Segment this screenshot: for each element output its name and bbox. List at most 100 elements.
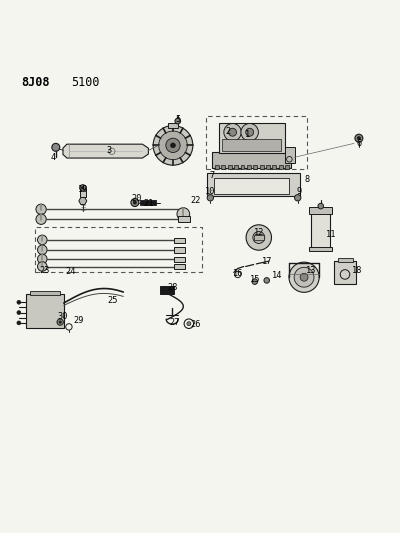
Circle shape	[166, 138, 180, 152]
Circle shape	[177, 208, 190, 221]
Text: 26: 26	[191, 320, 201, 329]
Text: 1: 1	[245, 130, 250, 139]
Circle shape	[159, 131, 187, 160]
Bar	[285, 165, 289, 169]
Text: 8J08: 8J08	[21, 76, 50, 90]
Text: 9: 9	[297, 187, 302, 196]
Text: 30: 30	[58, 312, 68, 321]
Bar	[207, 173, 300, 196]
Text: 18: 18	[352, 266, 362, 275]
Circle shape	[253, 231, 265, 244]
Bar	[168, 123, 178, 128]
Text: 15: 15	[250, 274, 261, 284]
Bar	[309, 247, 332, 251]
Circle shape	[133, 201, 136, 204]
Circle shape	[38, 235, 47, 245]
Text: 7: 7	[209, 172, 214, 181]
Text: 12: 12	[254, 228, 265, 237]
Text: 5100: 5100	[71, 76, 100, 90]
Bar	[260, 165, 264, 169]
Text: 4: 4	[50, 153, 56, 161]
Bar	[247, 165, 251, 169]
Text: 14: 14	[272, 271, 283, 280]
Text: 29: 29	[74, 317, 84, 326]
Text: 2: 2	[225, 127, 230, 136]
Bar	[311, 213, 330, 248]
Text: 5: 5	[176, 115, 181, 124]
Bar	[35, 227, 202, 272]
Text: 13: 13	[306, 266, 316, 275]
Bar	[174, 238, 184, 243]
Text: 6: 6	[356, 139, 362, 148]
Bar	[174, 256, 184, 262]
Circle shape	[52, 143, 60, 151]
Bar	[240, 165, 244, 169]
Circle shape	[36, 214, 46, 224]
Circle shape	[294, 267, 314, 287]
Bar	[253, 165, 257, 169]
Circle shape	[207, 195, 214, 201]
Circle shape	[36, 204, 46, 214]
Text: 3: 3	[106, 146, 111, 155]
Circle shape	[187, 322, 191, 326]
Circle shape	[355, 134, 363, 142]
Circle shape	[175, 118, 180, 124]
Circle shape	[59, 321, 61, 324]
Circle shape	[38, 254, 47, 264]
Text: 19: 19	[78, 184, 88, 193]
Bar	[30, 291, 60, 295]
Circle shape	[264, 278, 270, 283]
Bar	[178, 216, 190, 222]
Bar	[206, 116, 307, 169]
Circle shape	[294, 195, 301, 201]
Circle shape	[17, 321, 21, 325]
Bar	[222, 140, 282, 151]
Circle shape	[357, 136, 360, 140]
Circle shape	[300, 273, 308, 281]
Circle shape	[246, 128, 254, 136]
Polygon shape	[63, 144, 148, 158]
Circle shape	[171, 143, 175, 148]
Circle shape	[224, 124, 241, 141]
Bar	[279, 165, 283, 169]
Bar	[338, 258, 353, 262]
Bar	[26, 294, 64, 328]
Bar	[234, 165, 238, 169]
Circle shape	[318, 204, 324, 209]
Circle shape	[246, 225, 272, 250]
Text: 24: 24	[66, 267, 76, 276]
Circle shape	[228, 128, 236, 136]
Bar	[334, 261, 356, 285]
Circle shape	[131, 199, 139, 206]
Text: 8: 8	[305, 175, 310, 184]
Bar	[266, 165, 270, 169]
Bar	[80, 189, 86, 197]
Circle shape	[82, 187, 84, 189]
Bar	[215, 165, 219, 169]
Text: 22: 22	[191, 197, 201, 205]
Circle shape	[241, 124, 258, 141]
Circle shape	[252, 279, 258, 285]
Circle shape	[57, 319, 63, 325]
Bar	[222, 165, 226, 169]
Circle shape	[257, 236, 261, 239]
Bar	[228, 165, 232, 169]
Bar	[219, 124, 285, 154]
Circle shape	[17, 300, 21, 304]
Text: 27: 27	[169, 318, 180, 327]
Bar	[212, 152, 291, 168]
Bar	[174, 264, 184, 269]
Circle shape	[153, 125, 193, 165]
Text: 20: 20	[131, 195, 142, 204]
Bar	[174, 247, 184, 253]
Text: 16: 16	[232, 269, 243, 278]
Bar	[309, 207, 332, 214]
Polygon shape	[79, 197, 87, 205]
Text: 21: 21	[143, 199, 154, 208]
Bar	[254, 235, 264, 240]
Circle shape	[17, 311, 21, 314]
Circle shape	[38, 245, 47, 255]
Text: 28: 28	[167, 282, 178, 292]
Text: 23: 23	[40, 266, 50, 275]
Bar	[160, 286, 174, 294]
